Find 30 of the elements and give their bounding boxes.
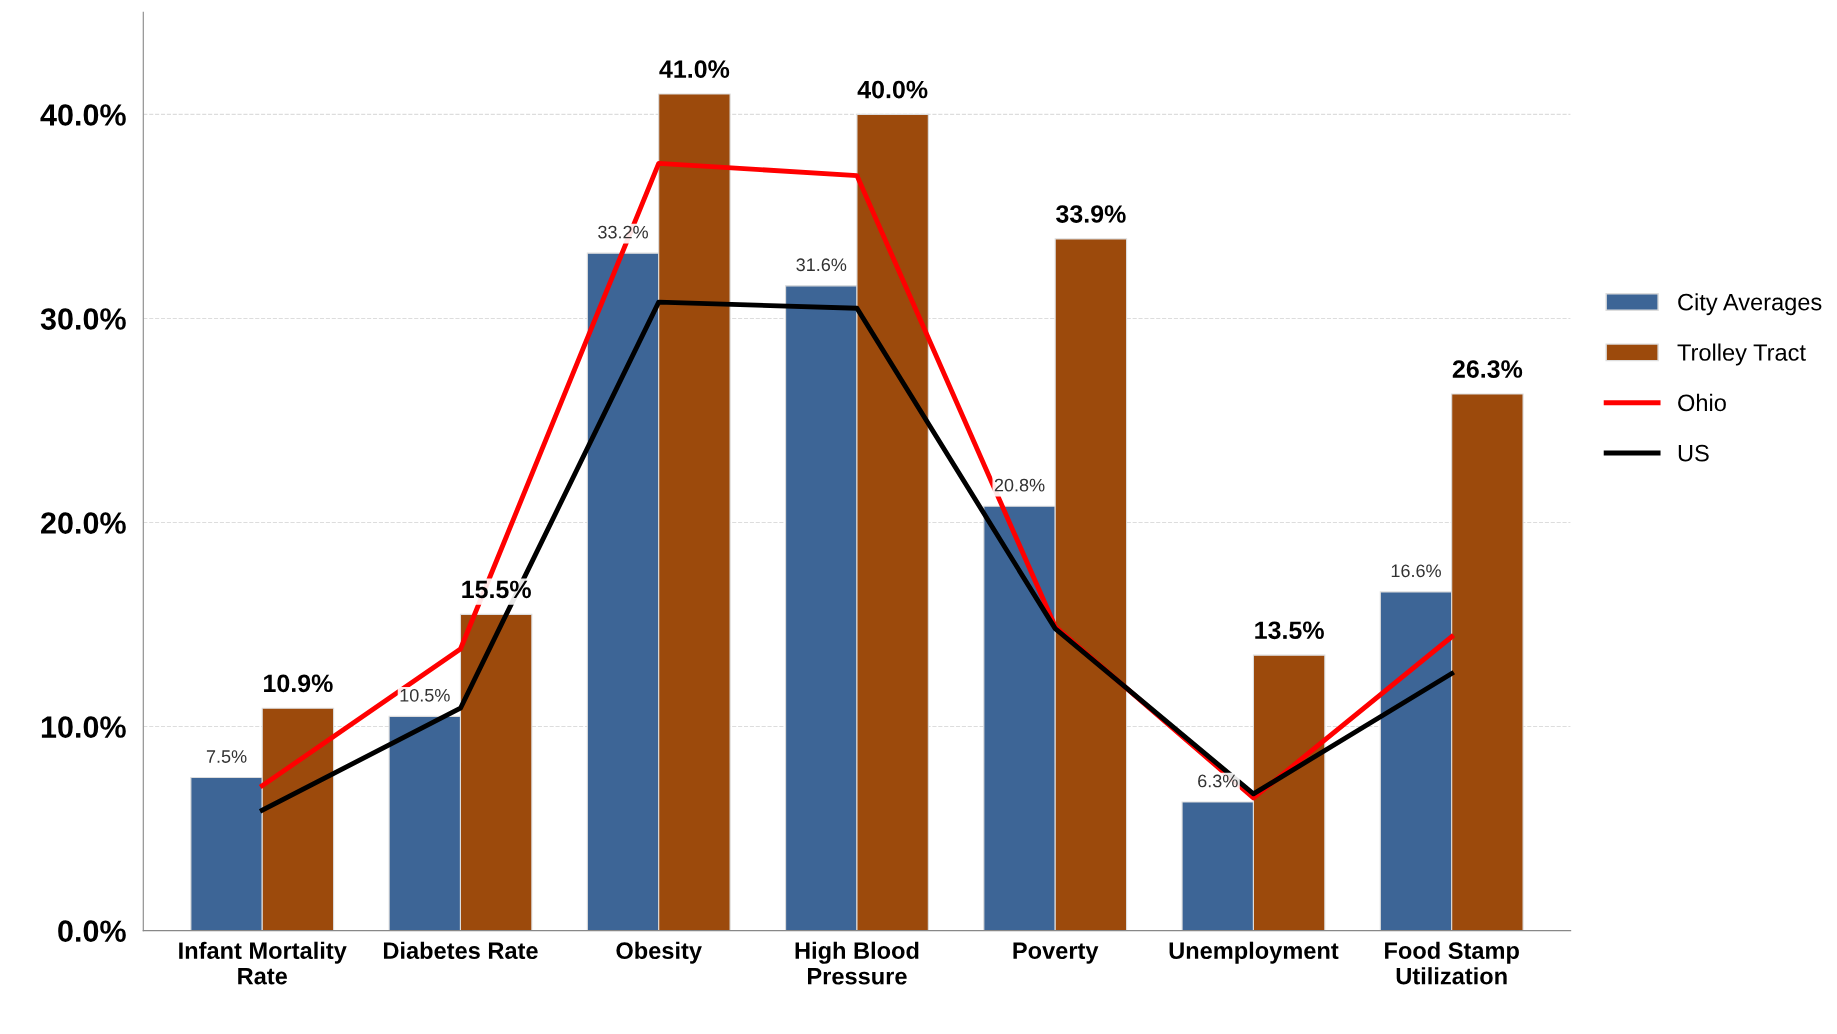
data-label: 10.9%: [264, 674, 333, 693]
x-tick-label: Infant Mortality Rate: [179, 941, 347, 985]
data-label: 10.5%: [400, 688, 450, 702]
y-tick-label: 0.0%: [58, 920, 126, 942]
x-tick-label: Poverty: [1013, 942, 1099, 964]
y-tick-label: 10.0%: [41, 716, 126, 738]
y-tick-label: 20.0%: [41, 512, 126, 534]
data-label: 15.5%: [462, 580, 531, 599]
data-label: 33.9%: [1056, 205, 1126, 223]
legend-label: US: [1678, 444, 1709, 462]
data-label: 26.3%: [1452, 360, 1523, 378]
data-label: 6.3%: [1198, 774, 1238, 788]
data-label: 31.6%: [796, 258, 847, 272]
legend-label: Trolley Tract: [1677, 343, 1806, 366]
legend-label: City Averages: [1678, 293, 1822, 316]
x-tick-label: Food Stamp Utilization: [1385, 941, 1519, 985]
x-tick-label: Unemployment: [1169, 941, 1339, 964]
data-label: 33.2%: [598, 225, 648, 239]
y-tick-label: 30.0%: [40, 308, 126, 330]
data-label: 40.0%: [857, 80, 928, 99]
legend-label: Ohio: [1678, 393, 1726, 412]
data-label: 20.8%: [994, 478, 1045, 492]
x-tick-label: Diabetes Rate: [383, 941, 538, 960]
data-label: 41.0%: [659, 60, 730, 78]
data-label: 7.5%: [206, 750, 247, 763]
y-tick-label: 40.0%: [40, 104, 126, 126]
data-label: 16.6%: [1391, 564, 1441, 578]
data-label: 13.5%: [1255, 621, 1324, 640]
x-tick-label: Obesity: [616, 941, 702, 964]
x-tick-label: High Blood Pressure: [795, 941, 919, 985]
